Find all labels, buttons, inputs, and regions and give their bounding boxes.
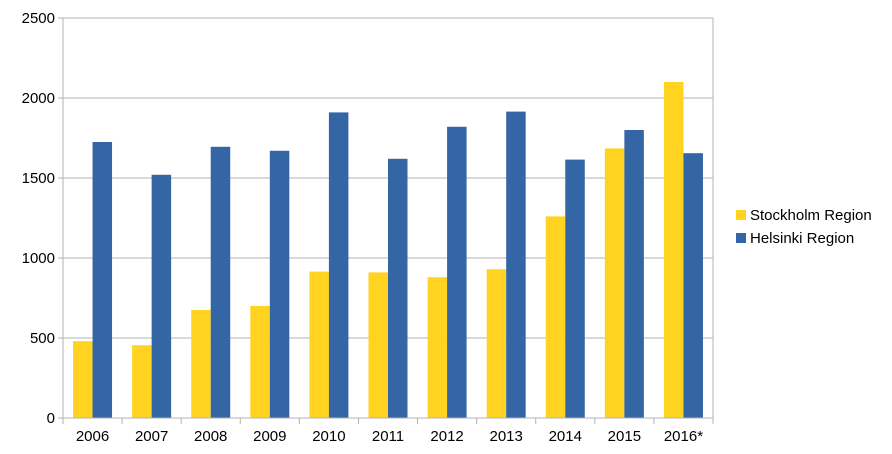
- legend: Stockholm Region Helsinki Region: [736, 207, 872, 247]
- bar-helsinki-region-2013: [506, 111, 526, 418]
- bar-helsinki-region-2016: [683, 153, 703, 418]
- bar-helsinki-region-2012: [447, 126, 467, 419]
- x-tick-label-2012: 2012: [430, 428, 463, 445]
- bar-stockholm-region-2006: [73, 341, 93, 418]
- bar-stockholm-region-2015: [604, 148, 625, 418]
- x-tick-label-2014: 2014: [549, 428, 582, 445]
- bar-stockholm-region-2010: [309, 271, 329, 418]
- y-tick-label-1500: 1500: [22, 170, 55, 187]
- bar-stockholm-region-2014: [545, 216, 566, 418]
- legend-label-helsinki-region: Helsinki Region: [750, 230, 854, 247]
- y-tick-label-2000: 2000: [22, 90, 55, 107]
- y-tick-label-0: 0: [47, 410, 55, 427]
- y-tick-label-1000: 1000: [22, 250, 55, 267]
- x-tick-labels: 2006 2007 2008 2009 2010 2011 2012 2013 2014 2015…: [76, 428, 703, 445]
- bar-stockholm-region-2007: [132, 345, 152, 418]
- x-tick-label-2016: 2016*: [664, 428, 703, 445]
- y-tick-label-2500: 2500: [22, 10, 55, 27]
- bar-helsinki-region-2014: [565, 159, 585, 418]
- x-tick-label-2006: 2006: [76, 428, 109, 445]
- bar-helsinki-region-2015: [624, 130, 644, 418]
- bar-helsinki-region-2010: [328, 112, 349, 419]
- bar-helsinki-region-2011: [388, 158, 408, 419]
- x-tick-label-2008: 2008: [194, 428, 227, 445]
- bar-stockholm-region-2013: [486, 269, 507, 418]
- bar-stockholm-region-2012: [427, 277, 448, 418]
- x-tick-label-2010: 2010: [312, 428, 345, 445]
- legend-swatch-helsinki-region: [736, 233, 746, 243]
- y-tick-labels: 0 500 1000 1500 2000 2500: [22, 10, 55, 427]
- bar-stockholm-region-2011: [368, 272, 388, 418]
- axes: [58, 17, 714, 424]
- legend-swatch-stockholm-region: [736, 210, 746, 220]
- bar-stockholm-region-2016: [663, 82, 684, 418]
- legend-label-stockholm-region: Stockholm Region: [750, 207, 872, 224]
- bar-helsinki-region-2006: [92, 142, 113, 418]
- bar-stockholm-region-2009: [250, 306, 270, 418]
- bars: [73, 82, 703, 419]
- x-tick-label-2013: 2013: [489, 428, 522, 445]
- bar-stockholm-region-2008: [191, 310, 211, 418]
- x-tick-label-2011: 2011: [372, 428, 404, 445]
- x-tick-label-2007: 2007: [135, 428, 168, 445]
- y-tick-label-500: 500: [30, 330, 55, 347]
- bar-helsinki-region-2007: [151, 174, 172, 418]
- bar-helsinki-region-2009: [269, 150, 290, 419]
- x-tick-label-2015: 2015: [608, 428, 641, 445]
- x-tick-label-2009: 2009: [253, 428, 286, 445]
- bar-helsinki-region-2008: [210, 146, 231, 419]
